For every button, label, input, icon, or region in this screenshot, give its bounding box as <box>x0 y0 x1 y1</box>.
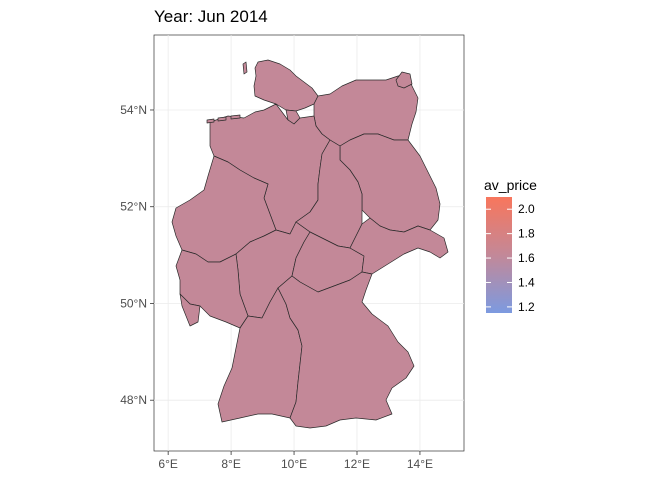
y-tick-label-0: 48°N <box>120 393 147 407</box>
x-tick-label-1: 8°E <box>221 457 240 471</box>
x-tick-label-2: 10°E <box>281 457 307 471</box>
state-saarland <box>179 293 201 327</box>
legend-ticks: 2.0 1.8 1.6 1.4 1.2 <box>486 202 535 314</box>
y-tick-label-1: 50°N <box>120 296 147 310</box>
island-frisian-2 <box>217 116 227 122</box>
y-tick-label-2: 52°N <box>120 200 147 214</box>
legend-colorbar <box>486 197 512 313</box>
legend-label-4: 1.2 <box>518 300 535 314</box>
island-frisian-3 <box>230 114 241 120</box>
legend-label-1: 1.8 <box>518 227 535 241</box>
map-title: Year: Jun 2014 <box>154 7 268 26</box>
state-schleswig-holstein <box>253 59 319 112</box>
legend-label-0: 2.0 <box>518 202 535 216</box>
y-tick-label-3: 54°N <box>120 103 147 117</box>
x-axis: 6°E 8°E 10°E 12°E 14°E <box>158 451 433 471</box>
legend-label-3: 1.4 <box>518 275 535 289</box>
legend-title: av_price <box>484 177 537 193</box>
state-bayern <box>277 271 415 429</box>
x-tick-label-4: 14°E <box>407 457 433 471</box>
island-sylt <box>242 61 248 75</box>
island-rugen <box>395 71 413 89</box>
legend-label-2: 1.6 <box>518 251 535 265</box>
germany-map <box>171 59 449 429</box>
x-tick-label-3: 12°E <box>344 457 370 471</box>
island-frisian-1 <box>206 118 215 124</box>
y-axis: 48°N 50°N 52°N 54°N <box>120 103 154 407</box>
x-tick-label-0: 6°E <box>158 457 177 471</box>
